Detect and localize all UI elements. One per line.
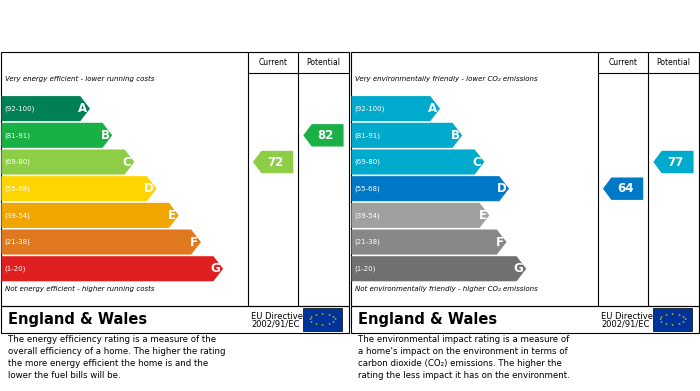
Text: C: C [473,156,482,169]
Polygon shape [1,149,134,174]
Polygon shape [351,176,509,201]
Polygon shape [1,176,157,201]
Text: B: B [450,129,459,142]
Text: (92-100): (92-100) [354,106,384,112]
Text: E: E [168,209,176,222]
Text: ★: ★ [321,323,324,327]
Text: Not energy efficient - higher running costs: Not energy efficient - higher running co… [5,285,155,292]
Text: 64: 64 [617,182,634,195]
Text: ★: ★ [665,313,668,317]
Polygon shape [603,178,643,200]
Text: (81-91): (81-91) [4,132,30,138]
Text: ★: ★ [328,313,330,317]
Text: (69-80): (69-80) [4,159,30,165]
Text: ★: ★ [678,322,680,326]
Text: F: F [190,235,198,249]
Text: ★: ★ [315,322,318,326]
Polygon shape [351,203,489,228]
Text: ★: ★ [671,312,674,316]
Text: England & Wales: England & Wales [358,312,498,327]
Text: C: C [123,156,132,169]
Text: (55-68): (55-68) [4,185,30,192]
Text: (1-20): (1-20) [354,265,376,272]
Text: Very energy efficient - lower running costs: Very energy efficient - lower running co… [5,76,154,82]
Text: 82: 82 [317,129,334,142]
Text: ★: ★ [659,317,661,321]
Bar [304,308,342,331]
Text: EU Directive: EU Directive [251,312,303,321]
Text: 2002/91/EC: 2002/91/EC [601,320,650,329]
Polygon shape [303,124,344,147]
Polygon shape [351,256,526,281]
Text: Potential: Potential [307,58,340,67]
Text: F: F [496,235,504,249]
Polygon shape [351,96,440,121]
Text: ★: ★ [660,315,663,319]
Text: ★: ★ [315,313,318,317]
Polygon shape [1,123,112,148]
Polygon shape [351,149,484,174]
Text: ★: ★ [682,315,685,319]
Text: (92-100): (92-100) [4,106,34,112]
Text: ★: ★ [328,322,330,326]
Text: EU Directive: EU Directive [601,312,653,321]
Text: D: D [496,182,506,195]
Text: (1-20): (1-20) [4,265,26,272]
Text: ★: ★ [684,317,687,321]
Text: ★: ★ [334,317,337,321]
Text: Potential: Potential [657,58,690,67]
Text: B: B [100,129,109,142]
Polygon shape [1,256,223,281]
Text: ★: ★ [678,313,680,317]
Text: The energy efficiency rating is a measure of the
overall efficiency of a home. T: The energy efficiency rating is a measur… [8,335,226,380]
Text: ★: ★ [332,315,335,319]
Text: ★: ★ [321,312,324,316]
Text: E: E [479,209,486,222]
Polygon shape [351,123,462,148]
Text: Not environmentally friendly - higher CO₂ emissions: Not environmentally friendly - higher CO… [355,285,538,292]
Text: (81-91): (81-91) [354,132,380,138]
Text: Energy Efficiency Rating: Energy Efficiency Rating [6,19,169,32]
Text: Current: Current [258,58,288,67]
Text: ★: ★ [309,317,312,321]
Text: (21-38): (21-38) [354,239,380,245]
Text: (39-54): (39-54) [354,212,380,219]
Text: (21-38): (21-38) [4,239,30,245]
Text: ★: ★ [665,322,668,326]
Text: (55-68): (55-68) [354,185,380,192]
Text: A: A [428,102,438,115]
Text: ★: ★ [660,320,663,324]
Text: G: G [514,262,524,275]
Polygon shape [253,151,293,173]
Text: 77: 77 [667,156,684,169]
Text: (39-54): (39-54) [4,212,30,219]
Text: (69-80): (69-80) [354,159,380,165]
Text: 72: 72 [267,156,284,169]
Text: England & Wales: England & Wales [8,312,148,327]
Text: G: G [211,262,220,275]
Polygon shape [351,230,507,255]
Text: ★: ★ [332,320,335,324]
Polygon shape [653,151,694,173]
Text: 2002/91/EC: 2002/91/EC [251,320,300,329]
Text: The environmental impact rating is a measure of
a home's impact on the environme: The environmental impact rating is a mea… [358,335,570,380]
Polygon shape [1,230,201,255]
Text: ★: ★ [310,315,313,319]
Text: ★: ★ [310,320,313,324]
Text: Very environmentally friendly - lower CO₂ emissions: Very environmentally friendly - lower CO… [355,76,538,82]
Text: Environmental Impact (CO₂) Rating: Environmental Impact (CO₂) Rating [356,19,589,32]
Text: Current: Current [608,58,638,67]
Text: ★: ★ [671,323,674,327]
Bar [654,308,692,331]
Text: A: A [78,102,88,115]
Polygon shape [1,203,178,228]
Polygon shape [1,96,90,121]
Text: D: D [144,182,154,195]
Text: ★: ★ [682,320,685,324]
